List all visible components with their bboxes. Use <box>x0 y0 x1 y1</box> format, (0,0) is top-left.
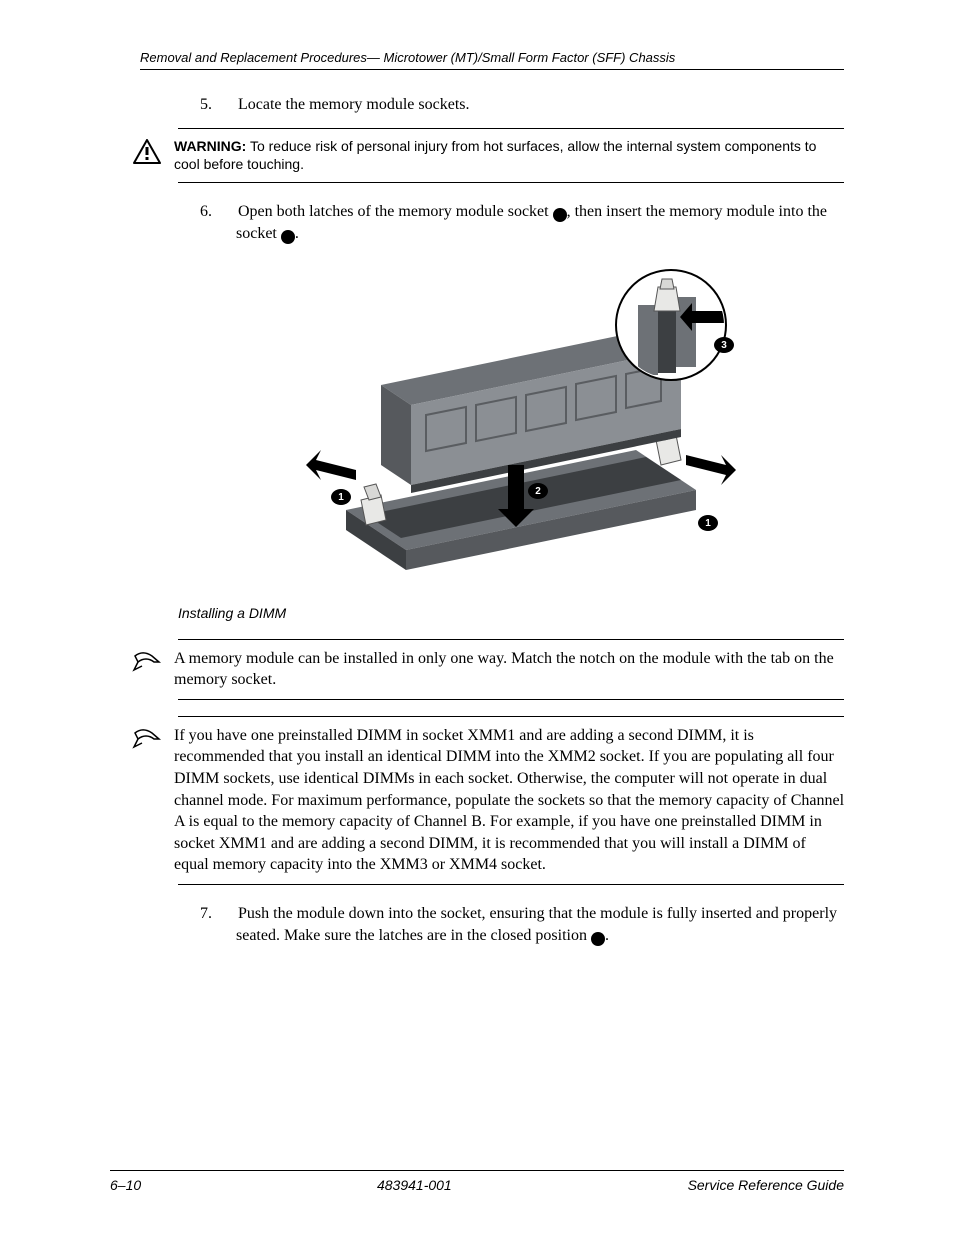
footer-page: 6–10 <box>110 1177 141 1193</box>
step-6-num: 6. <box>218 201 234 223</box>
step-6-ref1: 1 <box>553 208 567 222</box>
header-rule <box>140 69 844 70</box>
callout-1-left: 1 <box>331 489 351 505</box>
running-header: Removal and Replacement Procedures— Micr… <box>140 50 844 65</box>
note-2-text: If you have one preinstalled DIMM in soc… <box>164 725 844 876</box>
step-6-text-a: Open both latches of the memory module s… <box>238 203 553 220</box>
step-list: 5. Locate the memory module sockets. <box>178 94 844 116</box>
step-list-7: 7. Push the module down into the socket,… <box>178 903 844 946</box>
footer-title: Service Reference Guide <box>688 1177 844 1193</box>
warning-body: To reduce risk of personal injury from h… <box>174 138 816 173</box>
step-5-num: 5. <box>218 94 234 116</box>
callout-2: 2 <box>528 483 548 499</box>
page: Removal and Replacement Procedures— Micr… <box>0 0 954 1235</box>
note-icon <box>130 648 164 672</box>
note1-rule-bottom <box>178 699 844 700</box>
footer: 6–10 483941-001 Service Reference Guide <box>110 1170 844 1193</box>
arrow-left <box>306 450 356 480</box>
step-5-text: Locate the memory module sockets. <box>238 96 469 113</box>
footer-rule <box>110 1170 844 1171</box>
warning-rule-top <box>178 128 844 129</box>
warning-icon <box>130 137 164 165</box>
step-6: 6. Open both latches of the memory modul… <box>208 201 844 244</box>
note2-rule-top <box>178 716 844 717</box>
step-7-text-a: Push the module down into the socket, en… <box>236 905 837 944</box>
warning-block: WARNING: To reduce risk of personal inju… <box>130 137 844 175</box>
step-6-ref2: 2 <box>281 230 295 244</box>
inset-detail <box>616 270 726 380</box>
step-7-ref3: 3 <box>591 932 605 946</box>
svg-text:1: 1 <box>338 492 344 503</box>
warning-text: WARNING: To reduce risk of personal inju… <box>164 137 844 175</box>
step-6-text-c: . <box>295 225 299 242</box>
footer-docnum: 483941-001 <box>377 1177 452 1193</box>
note2-rule-bottom <box>178 884 844 885</box>
callout-3-inset: 3 <box>714 337 734 353</box>
step-7: 7. Push the module down into the socket,… <box>208 903 844 946</box>
step-list-6: 6. Open both latches of the memory modul… <box>178 201 844 244</box>
dimm-figure: 1 1 2 3 <box>286 265 736 595</box>
arrow-right <box>686 455 736 485</box>
svg-text:3: 3 <box>721 340 727 351</box>
note-2: If you have one preinstalled DIMM in soc… <box>130 725 844 876</box>
note-icon-2 <box>130 725 164 749</box>
callout-1-right: 1 <box>698 515 718 531</box>
note1-rule-top <box>178 639 844 640</box>
content-area: 5. Locate the memory module sockets. WAR… <box>178 94 844 946</box>
note-1: A memory module can be installed in only… <box>130 648 844 691</box>
note-1-text: A memory module can be installed in only… <box>164 648 844 691</box>
warning-rule-bottom <box>178 182 844 183</box>
step-5: 5. Locate the memory module sockets. <box>208 94 844 116</box>
step-7-num: 7. <box>218 903 234 925</box>
figure-caption: Installing a DIMM <box>178 605 844 621</box>
warning-label: WARNING: <box>174 138 246 154</box>
svg-text:1: 1 <box>705 518 711 529</box>
step-7-text-b: . <box>605 927 609 944</box>
svg-text:2: 2 <box>535 486 541 497</box>
